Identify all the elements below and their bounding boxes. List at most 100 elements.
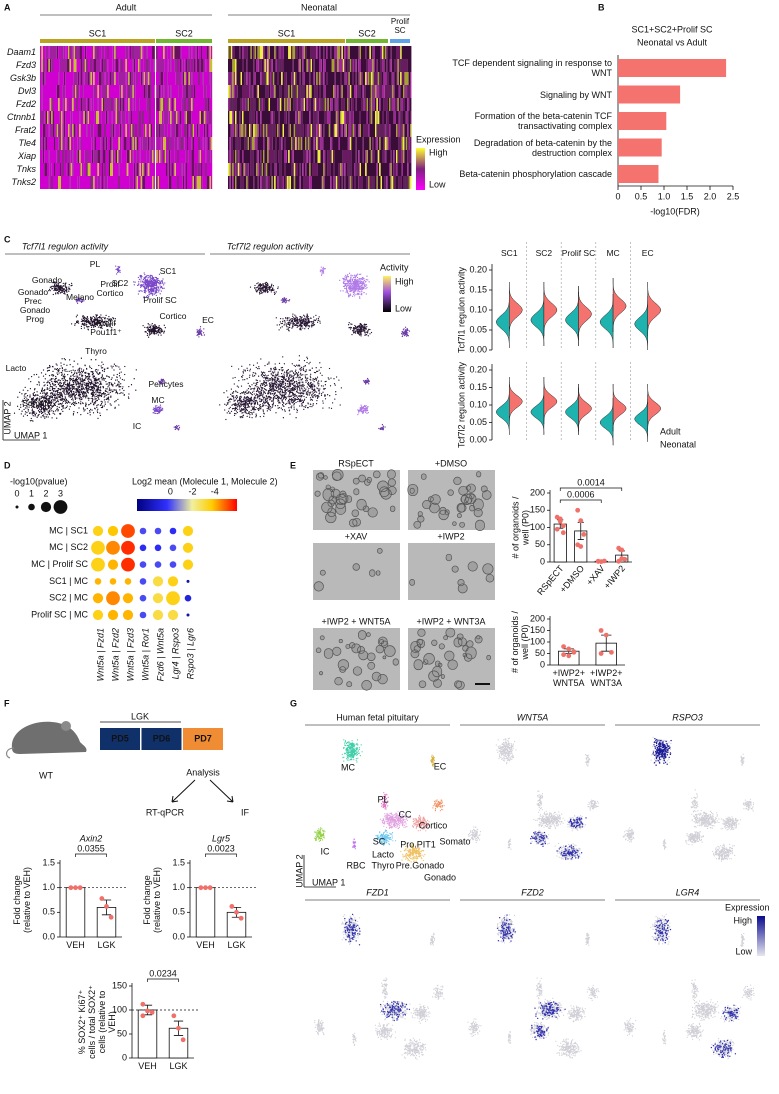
bar [618,138,662,157]
cluster-label: Cortico [159,310,187,321]
treatment-label: LGK [131,711,149,721]
dot [182,542,194,553]
cluster-label: Cortico [419,820,448,830]
data-point [616,558,622,564]
cluster-label-box: Gonado Prog [20,306,50,324]
dot [167,609,179,621]
dot [167,576,179,587]
category-label: Signaling by WNT [539,89,612,100]
data-point [609,649,614,655]
x-tick-label: 1.5 [681,191,694,201]
bracket [75,853,107,857]
cluster-label-box: Prolif Cortico [97,280,124,298]
data-point [603,632,609,638]
column-label: Wnt5a | Fzd2 [110,628,120,681]
x-tick-label: 1.0 [658,191,671,201]
legend-label: Neonatal [660,439,696,449]
dot [139,611,147,619]
panel-letter: C [4,234,11,244]
bar [195,887,216,938]
dot [106,540,120,555]
umap-points [375,829,397,846]
data-point [578,544,584,549]
dot [169,561,177,568]
umap-points [75,297,206,431]
data-point [561,652,566,658]
violin [543,282,558,336]
cluster-label: CC [399,809,412,819]
colorbar [383,276,391,312]
p-value: 0.0014 [577,477,605,487]
category-label: Beta-catenin phosphorylation cascade [459,169,612,179]
umap-axis-label: UMAP 2 [2,401,12,434]
cluster-bar [40,39,155,43]
mouse-ear [61,721,71,731]
bracket [147,978,179,982]
y-tick-label: 0.5 [42,907,55,917]
category-label: EC [641,247,654,258]
data-point [566,646,572,652]
violin [647,282,661,336]
row-label: MC | SC1 [49,525,88,535]
condition-label: +XAV [345,531,368,541]
cluster-label: SC1 [89,28,107,38]
panel-letter: G [290,698,297,708]
cluster-label: Somato [439,836,470,846]
dot [92,525,104,537]
cluster-label-box: Somato [22,398,51,407]
y-tick-label: 0.05 [469,324,487,334]
dot [182,559,194,570]
umap-points [319,266,370,416]
y-tick-label: 50 [535,648,545,658]
legend-high: High [395,276,414,286]
organoids [313,548,383,592]
violin [578,286,592,340]
category-label-box: SC1 [501,248,518,257]
cluster-label-box: MC [151,395,164,404]
day-box [141,728,182,750]
legend-label: -4 [211,486,219,496]
category-label-box: Beta-catenin phosphorylation cascade [459,169,612,179]
data-point [198,885,204,891]
umap-title: RSPO3 [672,712,703,722]
dot [121,557,135,572]
gene-label: Ctnnb1 [7,112,36,122]
cluster-label-box: Thyro [85,346,107,355]
legend-label: 3 [58,488,63,498]
y-axis-label: # of organoids / well (P0) [510,610,530,674]
cluster-label: Prolif Pou1f1⁺ [90,318,122,337]
panel-letter: F [4,698,10,708]
x-tick-label: 2.0 [704,191,717,201]
cluster-bar [228,39,345,43]
data-point [99,896,105,901]
cluster-label: SC1 [159,265,177,276]
category-label: Formation of the beta-catenin TCF transa… [474,111,612,131]
y-tick-label: 200 [530,613,545,623]
y-axis-label-box: # of organoids / well (P0) [510,610,530,674]
cluster-label-box: SC1 [159,265,177,276]
data-point [140,1013,146,1019]
dot [109,578,117,585]
column-label: Rspo3 | Lgr6 [185,628,195,679]
y-tick-label: 0.00 [469,434,487,444]
legend-label: 1 [29,488,34,498]
umap-points [467,914,600,1059]
x-tick-label-box: LGK [227,940,245,950]
y-tick-label: 0 [540,556,545,566]
row-label: SC2 | MC [49,593,88,603]
dot [182,525,194,537]
dot [107,559,119,570]
umap-points [219,281,373,421]
dot [139,544,147,552]
y-axis-label: % SOX2⁺ Ki67⁺ cells / total SOX2⁺ cells … [78,985,116,1059]
data-point [598,651,604,656]
violin [565,387,579,435]
dot [92,593,104,604]
organoids [315,630,399,691]
legend-title: Activity [380,262,409,272]
dot [107,525,119,537]
p-value: 0.0006 [567,489,595,499]
cluster-label: Thyro [371,860,394,870]
umap-title: LGR4 [676,887,700,897]
y-tick-label: 1.5 [172,857,185,867]
